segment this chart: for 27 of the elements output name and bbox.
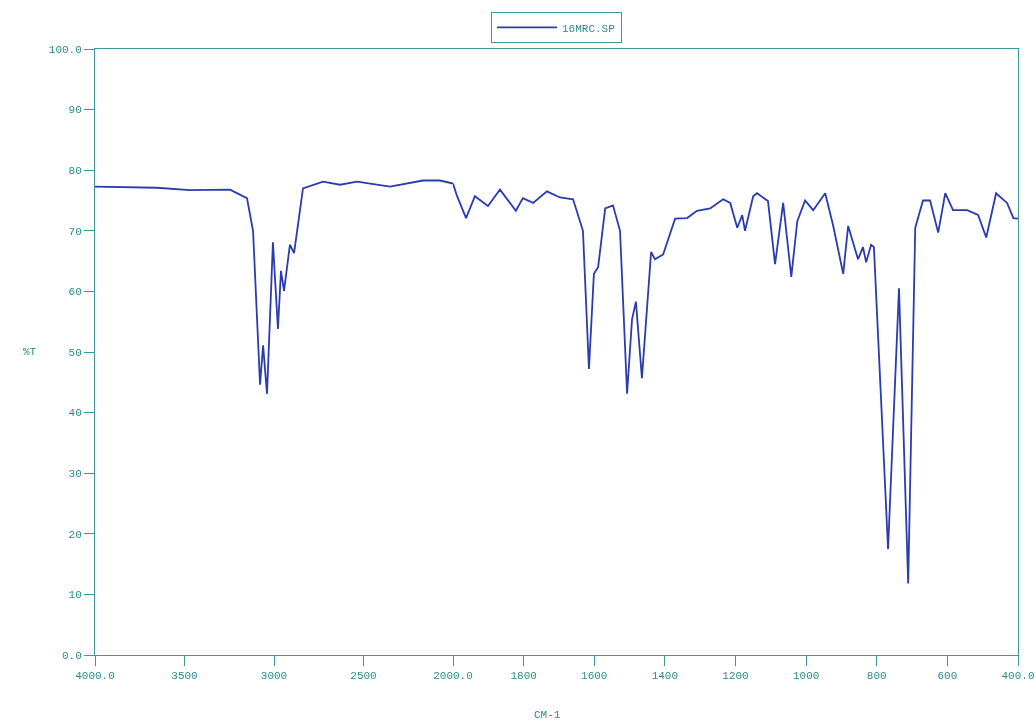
x-tick-label: 1000 (792, 670, 820, 683)
y-tick-label: 0.0 (61, 649, 82, 662)
x-tick-label: 600 (937, 670, 958, 683)
x-tick-label: 3000 (260, 670, 288, 683)
x-tick-label: 800 (866, 670, 887, 683)
y-tick-label: 70 (68, 225, 82, 238)
x-tick-label: 1400 (651, 670, 679, 683)
y-axis-title: %T (23, 346, 37, 358)
y-tick-label: 10 (68, 589, 82, 602)
y-tick-label: 80 (68, 165, 82, 178)
y-tick-label: 40 (68, 407, 82, 420)
text: 16MRC.SP (562, 22, 616, 35)
x-tick-label: 2000.0 (433, 670, 473, 683)
x-tick-label: 1800 (510, 670, 537, 683)
x-tick-label: 2500 (350, 670, 377, 683)
y-tick-label: 30 (68, 468, 82, 481)
y-tick-label: 50 (68, 346, 82, 359)
y-tick-label: 100.0 (48, 43, 82, 56)
x-tick-label: 3500 (171, 670, 198, 683)
x-tick-label: 1600 (581, 670, 608, 683)
x-axis-title: CM-1 (534, 709, 561, 721)
x-tick-label: 400.0 (1001, 670, 1035, 683)
x-tick-label: 4000.0 (75, 670, 115, 683)
y-tick-label: 60 (68, 286, 82, 299)
x-tick-label: 1200 (722, 670, 749, 683)
y-tick-label: 20 (68, 528, 82, 541)
y-tick-label: 90 (68, 104, 82, 117)
